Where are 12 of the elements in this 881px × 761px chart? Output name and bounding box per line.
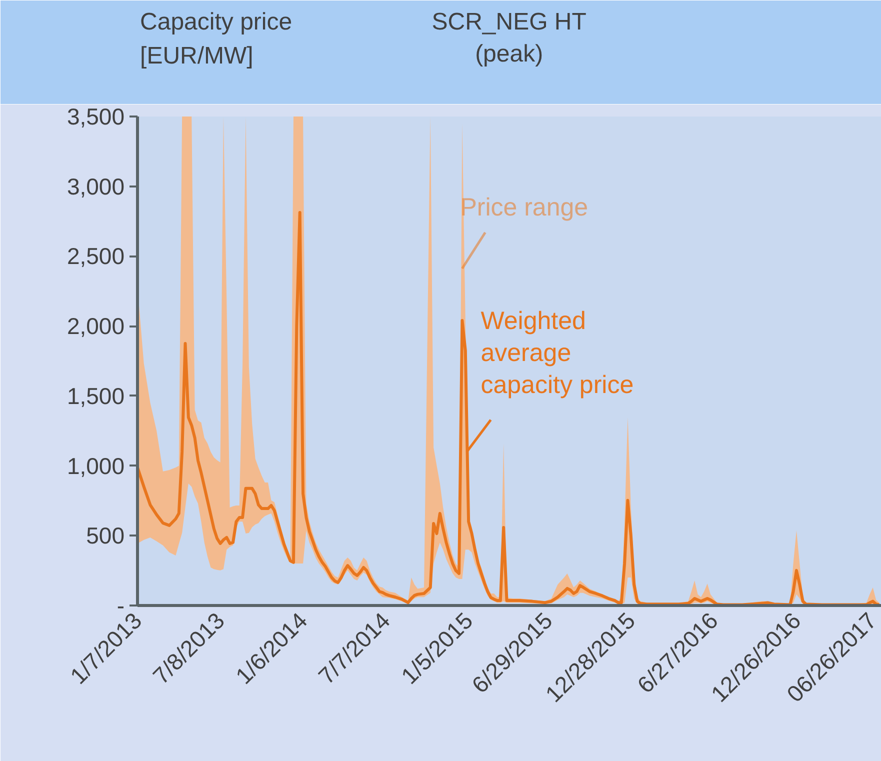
- y-tick-label: 2,500: [66, 243, 125, 270]
- annotation: Weighted average capacity price: [480, 306, 634, 400]
- y-tick-label: 500: [86, 522, 124, 549]
- y-tick-label: 3,500: [66, 104, 125, 130]
- chart-subtitle: (peak): [475, 40, 544, 68]
- y-axis-title: Capacity price [EUR/MW]: [140, 8, 292, 70]
- y-tick-label: -: [116, 592, 125, 618]
- y-tick-label: 1,000: [66, 452, 125, 479]
- chart-title: SCR_NEG HT: [432, 8, 587, 36]
- y-tick-label: 2,000: [66, 313, 125, 340]
- y-tick-label: 3,000: [66, 173, 125, 200]
- y-tick-label: 1,500: [66, 382, 125, 409]
